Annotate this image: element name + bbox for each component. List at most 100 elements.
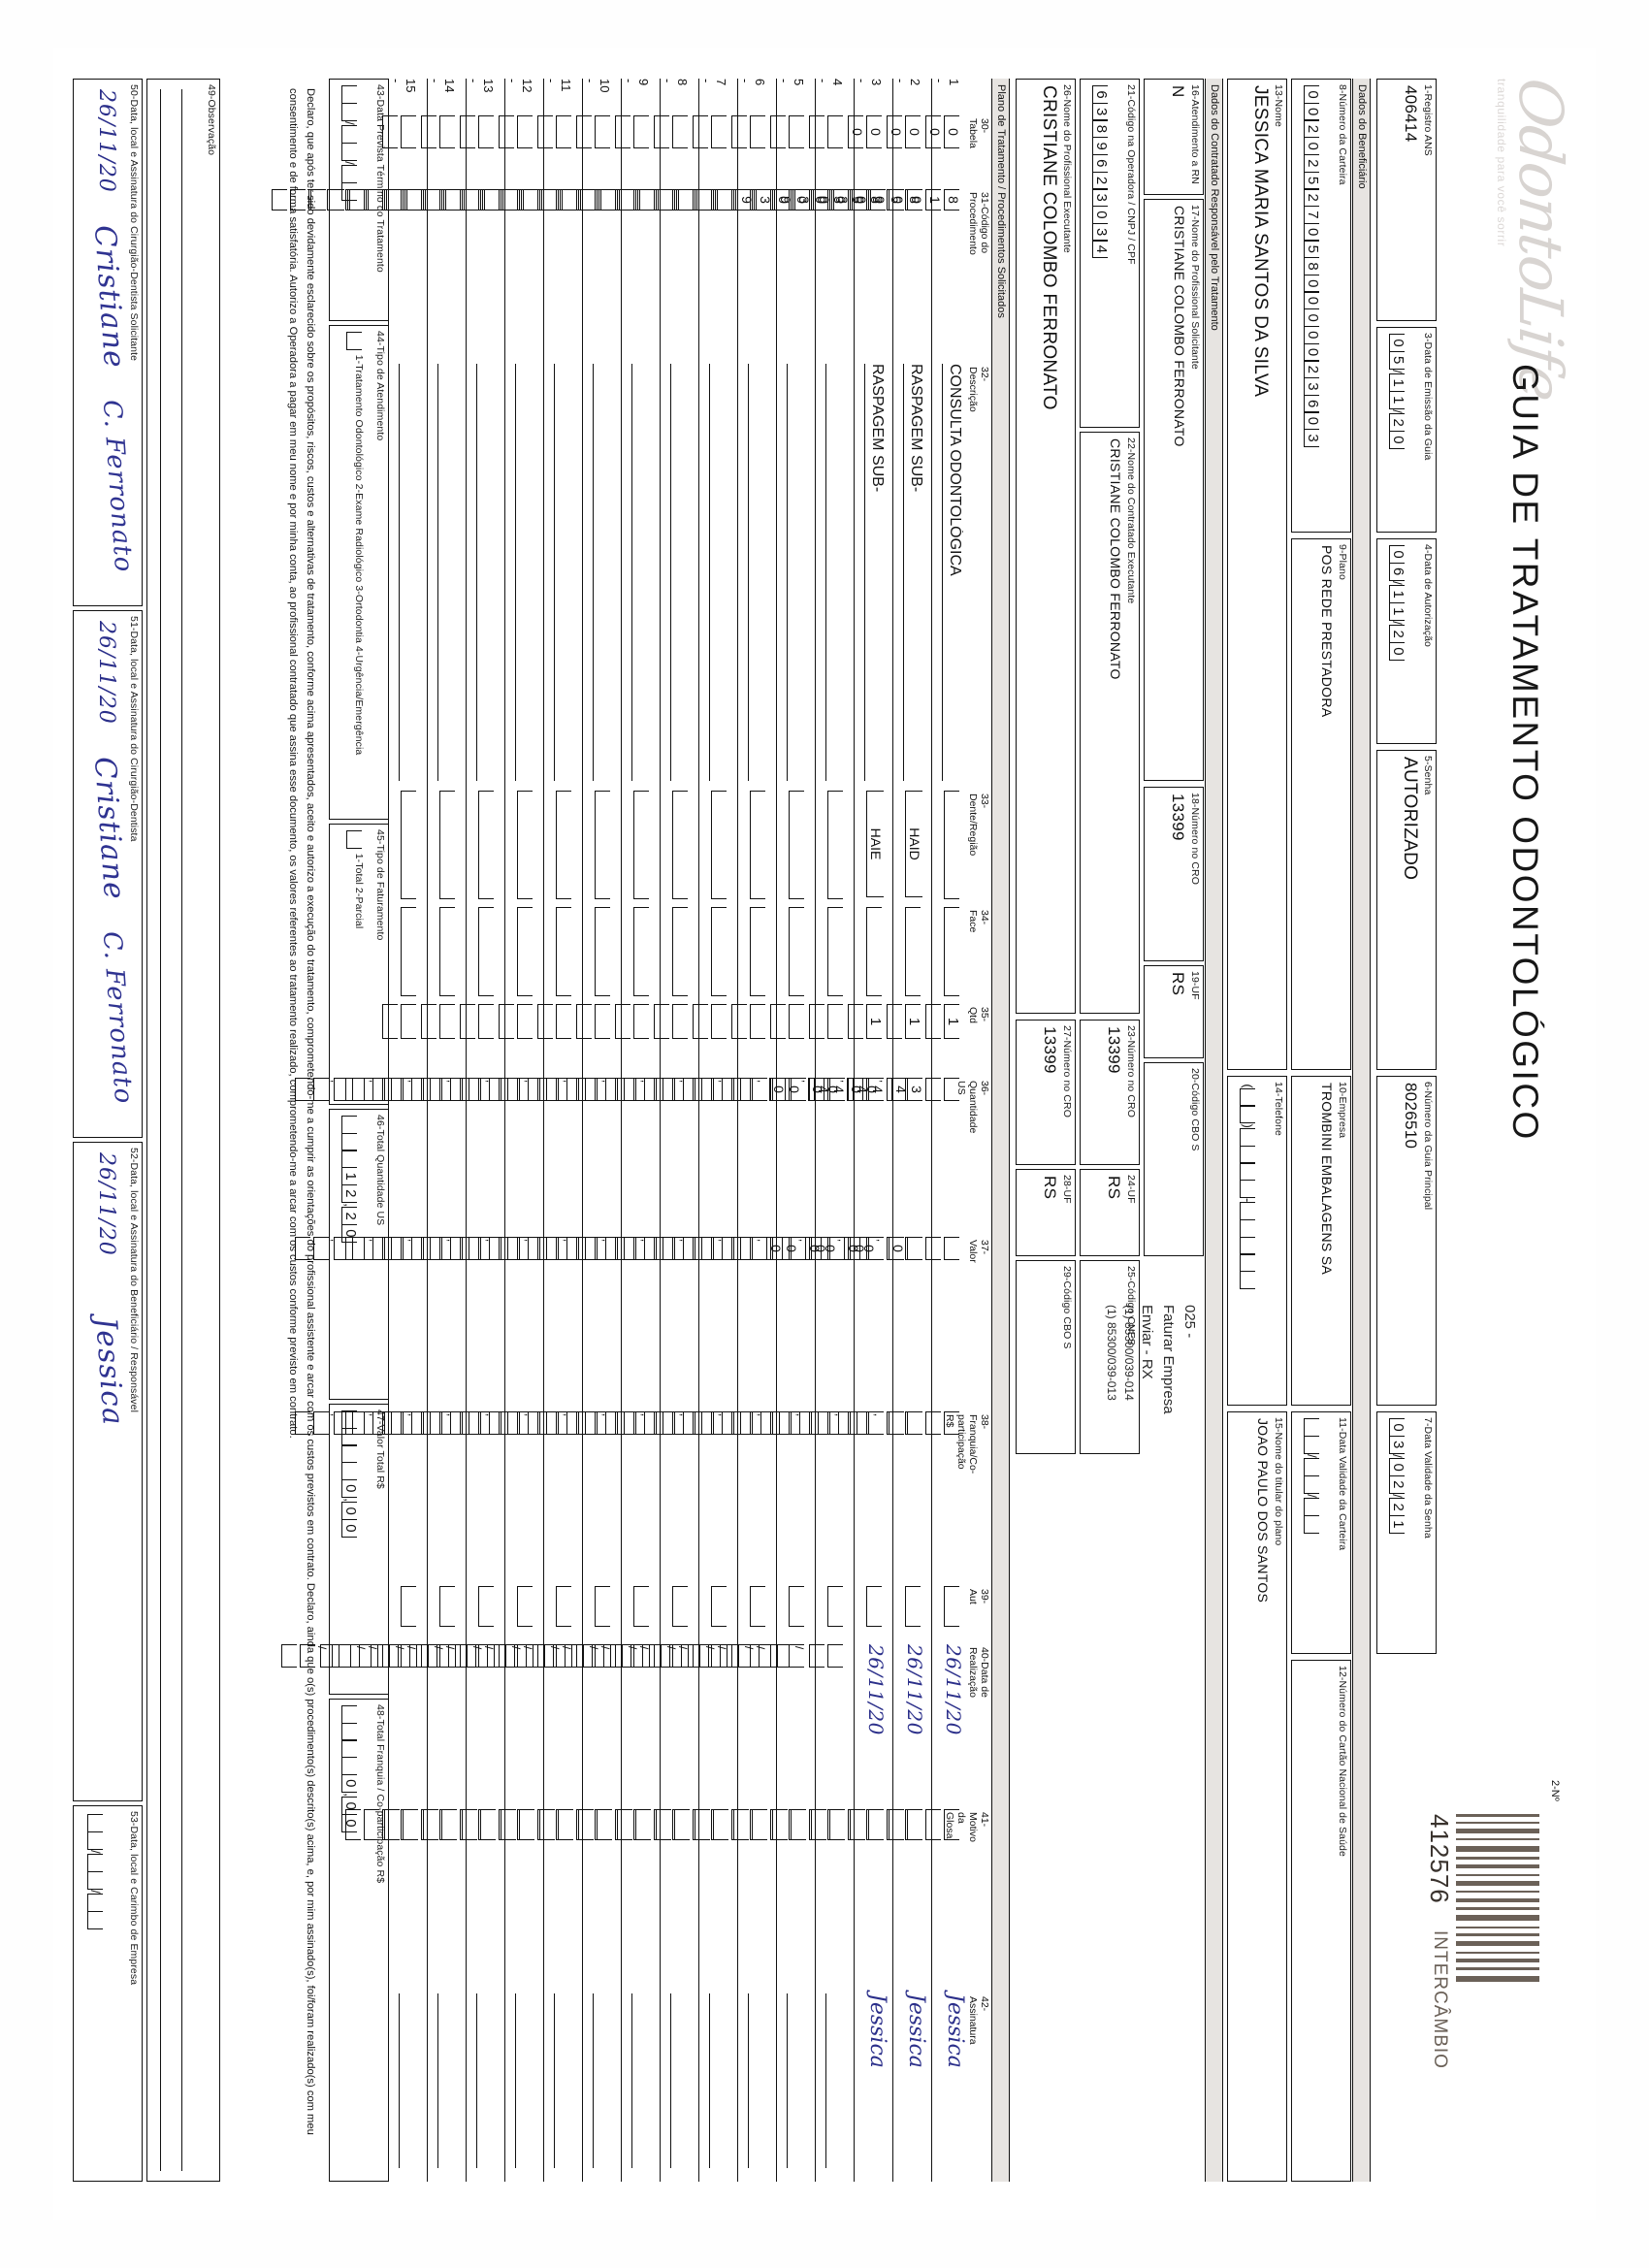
field-10-empresa[interactable]: 10-Empresa TROMBINI EMBALAGENS SA — [1291, 1076, 1351, 1406]
cell-tabela[interactable]: 00 — [845, 115, 882, 148]
cell-descricao[interactable] — [554, 364, 575, 781]
cell-assinatura[interactable] — [437, 1993, 439, 2168]
field-9-plano[interactable]: 9-Plano POS REDE PRESTADORA — [1291, 538, 1351, 1070]
field-15-titular-plano[interactable]: 15-Nome do titular do plano JOAO PAULO D… — [1227, 1411, 1287, 2182]
field-21-digits[interactable]: 6389623034 — [1092, 85, 1117, 259]
cell-dente-regiao[interactable] — [669, 791, 688, 899]
table-row[interactable] — [466, 79, 467, 2182]
field-11-digits[interactable]: / / — [1304, 1418, 1329, 1534]
cell-dente-regiao[interactable]: HAID — [905, 791, 922, 897]
field-43-data-prevista-termino[interactable]: 43-Data Prevista Término do Tratamento /… — [329, 79, 389, 321]
cell-assinatura[interactable]: Jessica — [865, 1993, 889, 2068]
field-22-contratado-executante[interactable]: 22-Nome do Contratado Executante CRISTIA… — [1080, 432, 1140, 1014]
cell-tabela[interactable]: 00 — [884, 115, 921, 148]
cell-aut[interactable] — [669, 1586, 688, 1627]
field-20-codigo-cbos[interactable]: 20-Código CBO S — [1144, 1062, 1204, 1256]
cell-descricao[interactable] — [670, 364, 692, 781]
field-45-tipo-faturamento[interactable]: 45-Tipo de Faturamento 1-Total 2-Parcial — [329, 824, 389, 1105]
cell-assinatura[interactable] — [515, 1993, 517, 2168]
field-43-digits[interactable]: / / — [341, 85, 367, 201]
field-6-numero-guia-principal[interactable]: 6-Número da Guia Principal 8026510 — [1376, 1076, 1437, 1406]
cell-dente-regiao[interactable] — [941, 791, 959, 899]
field-28-uf[interactable]: 28-UF RS — [1016, 1169, 1076, 1256]
cell-descricao[interactable] — [787, 364, 808, 781]
cell-face[interactable] — [553, 907, 571, 996]
cell-dente-regiao[interactable] — [475, 791, 494, 899]
field-23-numero-cro[interactable]: 23-Número no CRO 13399 — [1080, 1020, 1140, 1165]
cell-descricao[interactable] — [631, 364, 653, 781]
field-48-total-franquia[interactable]: 48-Total Franquia / Co-participação R$ 0… — [329, 1699, 389, 2182]
cell-dente-regiao[interactable] — [436, 791, 455, 899]
cell-assinatura[interactable] — [631, 1993, 633, 2168]
cell-assinatura[interactable] — [476, 1993, 478, 2168]
field-3-data-emissao[interactable]: 3-Data de Emissão da Guia 05/11/20 — [1376, 327, 1437, 533]
table-row[interactable] — [660, 79, 661, 2182]
table-row[interactable] — [815, 79, 816, 2182]
field-7-data-validade-senha[interactable]: 7-Data Validade da Senha 03/02/21 — [1376, 1411, 1437, 1654]
field-45-box[interactable] — [345, 830, 372, 849]
cell-tabela[interactable] — [651, 115, 688, 148]
cell-tabela[interactable] — [457, 115, 494, 148]
cell-dente-regiao[interactable] — [398, 791, 416, 899]
cell-assinatura[interactable]: Jessica — [943, 1993, 967, 2068]
cell-assinatura[interactable] — [670, 1993, 672, 2168]
cell-descricao[interactable]: RASPAGEM SUB- — [864, 364, 886, 781]
cell-face[interactable] — [398, 907, 416, 996]
cell-assinatura[interactable] — [787, 1993, 789, 2168]
cell-assinatura[interactable] — [748, 1993, 750, 2168]
cell-assinatura[interactable] — [593, 1993, 595, 2168]
cell-descricao[interactable] — [515, 364, 536, 781]
cell-aut[interactable] — [398, 1586, 416, 1627]
cell-aut[interactable] — [475, 1586, 494, 1627]
field-18-numero-cro[interactable]: 18-Número no CRO 13399 — [1144, 787, 1204, 961]
field-47-digits[interactable]: 0,00 — [341, 1410, 367, 1538]
cell-qtd[interactable] — [534, 1004, 571, 1039]
cell-aut[interactable] — [902, 1586, 921, 1627]
field-14-digits[interactable]: () - — [1240, 1083, 1265, 1290]
field-12-cartao-nacional-saude[interactable]: 12-Número do Cartão Nacional de Saúde — [1291, 1660, 1351, 2182]
cell-face[interactable] — [747, 907, 765, 996]
cell-assinatura[interactable] — [554, 1993, 556, 2168]
cell-dente-regiao[interactable] — [630, 791, 649, 899]
cell-dente-regiao[interactable] — [514, 791, 533, 899]
cell-qtd[interactable]: 1 — [884, 1004, 921, 1039]
cell-tabela[interactable] — [573, 115, 610, 148]
cell-descricao[interactable] — [437, 364, 459, 781]
field-48-digits[interactable]: 0,00 — [341, 1705, 367, 1832]
cell-qtd[interactable]: 1 — [922, 1004, 959, 1039]
cell-face[interactable] — [824, 907, 843, 996]
field-50-assinatura-solicitante[interactable]: 50-Data, local e Assinatura do Cirurgião… — [73, 79, 143, 606]
field-49-observacao[interactable]: 49-Observação — [146, 79, 220, 2182]
cell-descricao[interactable] — [476, 364, 498, 781]
table-row[interactable] — [892, 79, 893, 2182]
cell-aut[interactable] — [553, 1586, 571, 1627]
field-7-digits[interactable]: 03/02/21 — [1389, 1418, 1414, 1534]
cell-face[interactable] — [475, 907, 494, 996]
field-4-data-autorizacao[interactable]: 4-Data de Autorização 06/11/20 — [1376, 538, 1437, 744]
cell-qtd[interactable] — [457, 1004, 494, 1039]
cell-dente-regiao[interactable] — [553, 791, 571, 899]
cell-face[interactable] — [941, 907, 959, 996]
field-8-numero-carteira[interactable]: 8-Número da Carteira 0020252705800000236… — [1291, 79, 1351, 533]
cell-aut[interactable] — [786, 1586, 804, 1627]
field-47-valor-total[interactable]: 47-Valor Total R$ 0,00 — [329, 1404, 389, 1695]
cell-aut[interactable] — [592, 1586, 610, 1627]
cell-data-realizacao[interactable]: 26/11/20 — [864, 1644, 888, 1735]
cell-tabela[interactable] — [534, 115, 571, 148]
cell-dente-regiao[interactable] — [592, 791, 610, 899]
cell-descricao[interactable] — [593, 364, 614, 781]
field-44-box[interactable] — [345, 332, 372, 350]
cell-descricao[interactable]: CONSULTA ODONTOLÓGICA — [942, 364, 963, 781]
cell-aut[interactable] — [824, 1586, 843, 1627]
field-16-atendimento-rn[interactable]: 16-Atendimento a RN N — [1144, 79, 1204, 195]
cell-qtd[interactable]: 1 — [845, 1004, 882, 1039]
cell-tabela[interactable]: 00 — [922, 115, 959, 148]
cell-tabela[interactable] — [496, 115, 533, 148]
cell-tabela[interactable] — [612, 115, 649, 148]
cell-face[interactable] — [592, 907, 610, 996]
field-46-total-quantidade-us[interactable]: 46-Total Quantidade US 12,20 — [329, 1109, 389, 1400]
cell-aut[interactable] — [630, 1586, 649, 1627]
table-row[interactable] — [698, 79, 699, 2182]
field-25-codigo-cnes[interactable]: 25-Código CNES — [1080, 1260, 1140, 1454]
cell-qtd[interactable] — [612, 1004, 649, 1039]
